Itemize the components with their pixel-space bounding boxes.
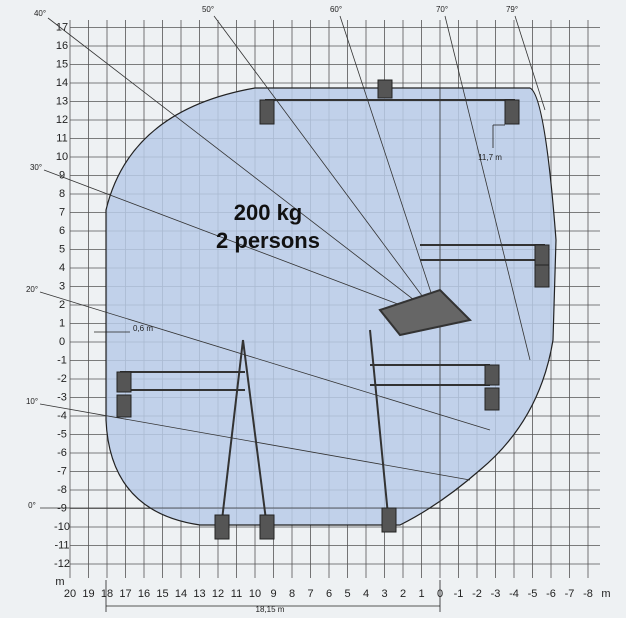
dimension-height: 11,7 m — [478, 153, 502, 162]
y-tick-label: 3 — [59, 280, 65, 292]
x-tick-label: 10 — [249, 588, 261, 600]
ray — [339, 15, 441, 321]
baskets — [116, 79, 550, 540]
dimension-reach: 18,15 m — [256, 605, 285, 614]
x-tick-label: 11 — [231, 588, 242, 600]
y-tick-label: 5 — [59, 243, 65, 255]
y-tick-label: 17 — [56, 21, 68, 33]
angle-label: 70° — [436, 5, 448, 14]
x-tick-label: 14 — [175, 588, 187, 600]
x-tick-label: 1 — [418, 588, 424, 600]
x-tick-label: 15 — [156, 588, 168, 600]
x-tick-label: 4 — [363, 588, 369, 600]
x-unit: m — [601, 588, 610, 600]
y-tick-label: -9 — [57, 502, 67, 514]
x-tick-label: 19 — [82, 588, 94, 600]
x-tick-label: -3 — [491, 588, 501, 600]
angle-label: 0° — [28, 501, 36, 510]
y-tick-label: 15 — [56, 58, 68, 70]
y-tick-label: -6 — [57, 447, 67, 459]
y-tick-label: 0 — [59, 336, 65, 348]
y-tick-label: 13 — [56, 95, 68, 107]
y-tick-label: 14 — [56, 77, 68, 89]
ray — [444, 15, 531, 361]
dimension-lines — [94, 124, 505, 612]
angle-label: 20° — [26, 285, 38, 294]
y-tick-label: 4 — [59, 262, 65, 274]
y-tick-label: 12 — [56, 114, 68, 126]
y-tick-label: -2 — [57, 373, 67, 385]
x-tick-label: 0 — [437, 588, 443, 600]
ray — [43, 169, 441, 321]
y-tick-label: -12 — [54, 558, 70, 570]
x-tick-label: 17 — [119, 588, 131, 600]
angle-label: 40° — [34, 9, 46, 18]
ray — [514, 15, 546, 111]
y-tick-label: -3 — [57, 391, 67, 403]
angle-rays — [39, 15, 546, 540]
angle-label: 30° — [30, 163, 42, 172]
x-tick-label: -1 — [454, 588, 464, 600]
x-tick-label: 9 — [270, 588, 276, 600]
booms — [120, 99, 545, 521]
y-tick-label: 9 — [59, 169, 65, 181]
x-tick-label: 5 — [344, 588, 350, 600]
angle-label: 79° — [506, 5, 518, 14]
x-tick-label: -8 — [583, 588, 593, 600]
ray — [213, 15, 441, 321]
x-tick-label: 12 — [212, 588, 224, 600]
x-tick-label: 16 — [138, 588, 150, 600]
angle-label: 60° — [330, 5, 342, 14]
x-tick-label: -6 — [546, 588, 556, 600]
x-tick-label: 2 — [400, 588, 406, 600]
x-tick-label: 18 — [101, 588, 113, 600]
y-tick-label: 7 — [59, 206, 65, 218]
y-tick-label: -4 — [57, 410, 67, 422]
y-tick-label: -1 — [57, 354, 67, 366]
y-tick-label: -5 — [57, 428, 67, 440]
y-tick-label: -7 — [57, 465, 67, 477]
x-tick-label: -4 — [509, 588, 519, 600]
ray — [39, 403, 471, 481]
y-tick-label: 16 — [56, 40, 68, 52]
x-tick-label: 20 — [64, 588, 76, 600]
load-weight: 200 kg — [234, 200, 303, 225]
x-tick-label: 13 — [193, 588, 205, 600]
y-tick-label: 1 — [59, 317, 65, 329]
x-tick-label: -2 — [472, 588, 482, 600]
x-tick-label: 8 — [289, 588, 295, 600]
y-tick-label: 10 — [56, 151, 68, 163]
y-tick-label: 2 — [59, 299, 65, 311]
x-tick-label: 6 — [326, 588, 332, 600]
y-tick-label: -10 — [54, 521, 70, 533]
y-unit: m — [55, 576, 64, 588]
x-tick-label: 7 — [307, 588, 313, 600]
angle-label: 50° — [202, 5, 214, 14]
y-tick-label: 6 — [59, 225, 65, 237]
load-persons: 2 persons — [216, 228, 320, 253]
y-tick-label: 11 — [56, 132, 67, 144]
y-tick-label: -11 — [54, 539, 69, 551]
x-tick-label: -5 — [528, 588, 538, 600]
dimension-offset: 0,6 m — [133, 324, 153, 333]
angle-label: 10° — [26, 397, 38, 406]
ray — [39, 291, 491, 431]
x-tick-label: 3 — [381, 588, 387, 600]
y-tick-label: 8 — [59, 188, 65, 200]
x-tick-label: -7 — [565, 588, 575, 600]
y-tick-label: -8 — [57, 484, 67, 496]
ray — [47, 17, 441, 321]
